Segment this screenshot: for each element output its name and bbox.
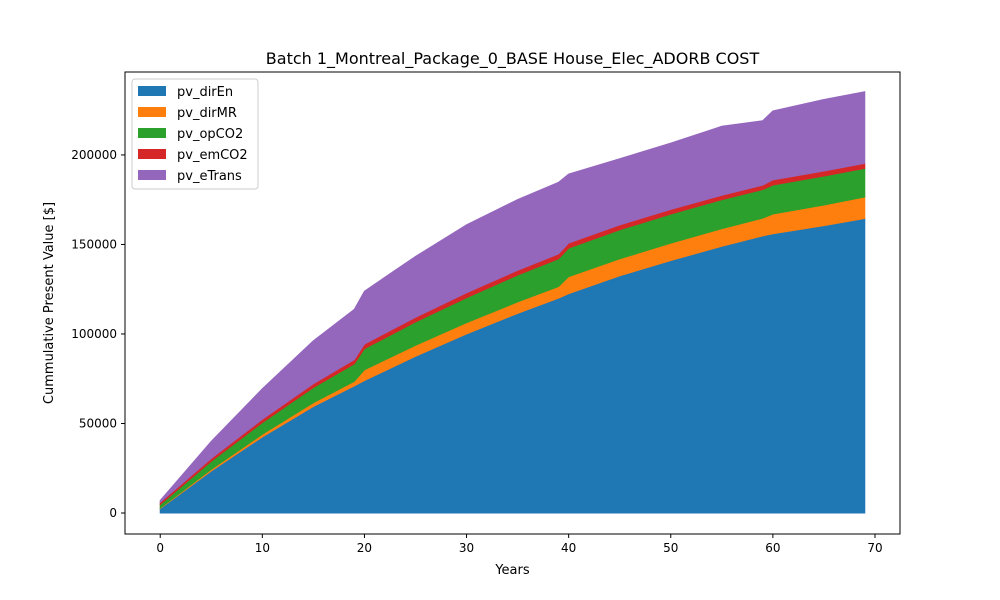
y-tick-label: 50000 — [79, 416, 117, 430]
area-layers — [159, 91, 866, 514]
x-tick-label: 40 — [561, 541, 576, 555]
legend-label-pv-dirEn: pv_dirEn — [177, 85, 233, 100]
legend-label-pv-dirMR: pv_dirMR — [177, 106, 237, 121]
chart-title: Batch 1_Montreal_Package_0_BASE House_El… — [266, 49, 760, 69]
legend-swatch-pv-eTrans — [138, 170, 166, 180]
legend-box — [131, 78, 259, 190]
x-tick-label: 30 — [459, 541, 474, 555]
y-tick-label: 200000 — [71, 148, 117, 162]
legend-swatch-pv-dirEn — [138, 86, 166, 96]
x-axis-label: Years — [494, 563, 530, 578]
y-axis-ticks: 0 50000 100000 150000 200000 — [71, 148, 125, 520]
legend-label-pv-emCO2: pv_emCO2 — [177, 148, 248, 163]
x-tick-label: 70 — [867, 541, 882, 555]
x-axis-ticks: 0 10 20 30 40 50 60 70 — [156, 534, 883, 555]
y-tick-label: 150000 — [71, 237, 117, 251]
legend-swatch-pv-emCO2 — [138, 149, 166, 159]
x-tick-label: 0 — [156, 541, 164, 555]
x-tick-label: 10 — [255, 541, 270, 555]
legend-swatch-pv-dirMR — [138, 107, 166, 117]
plot-frame — [124, 71, 901, 535]
legend-swatch-pv-opCO2 — [138, 128, 166, 138]
legend-label-pv-eTrans: pv_eTrans — [177, 169, 242, 184]
x-tick-label: 20 — [357, 541, 372, 555]
x-tick-label: 50 — [663, 541, 678, 555]
y-tick-label: 100000 — [71, 327, 117, 341]
y-axis-label: Cummulative Present Value [$] — [42, 202, 57, 404]
area-pv-eTrans — [159, 91, 866, 504]
legend-label-pv-opCO2: pv_opCO2 — [177, 127, 243, 142]
y-tick-label: 0 — [109, 506, 117, 520]
legend: pv_dirEn pv_dirMR pv_opCO2 pv_emCO2 pv_eTran… — [131, 78, 259, 190]
x-tick-label: 60 — [765, 541, 780, 555]
